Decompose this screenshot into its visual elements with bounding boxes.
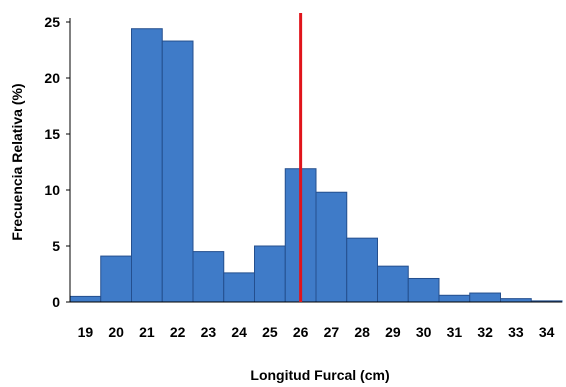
x-tick-label: 28 <box>354 324 370 340</box>
x-tick-label: 32 <box>477 324 493 340</box>
bar-25 <box>254 245 286 303</box>
y-tick-label: 15 <box>44 126 60 142</box>
y-tick-label: 20 <box>44 70 60 86</box>
bar-19 <box>69 295 102 303</box>
x-tick-label: 29 <box>385 324 401 340</box>
bar-28 <box>346 237 378 303</box>
y-ticks-group: 0 5 10 15 20 25 <box>44 14 70 310</box>
y-tick-label: 10 <box>44 182 60 198</box>
bar-33 <box>500 298 532 303</box>
bar-24 <box>223 272 255 303</box>
x-tick-label: 26 <box>293 324 309 340</box>
x-tick-label: 34 <box>539 324 555 340</box>
y-tick-label: 5 <box>52 238 60 254</box>
y-tick-label: 0 <box>52 294 60 310</box>
x-tick-label: 21 <box>139 324 155 340</box>
bar-23 <box>192 251 225 303</box>
x-tick-label: 30 <box>416 324 432 340</box>
x-tick-label: 25 <box>262 324 278 340</box>
x-tick-label: 19 <box>78 324 94 340</box>
x-tick-label: 27 <box>324 324 340 340</box>
x-axis-title: Longitud Furcal (cm) <box>250 367 389 383</box>
x-tick-label: 24 <box>231 324 247 340</box>
x-tick-label: 33 <box>508 324 524 340</box>
y-axis-title: Frecuencia Relativa (%) <box>9 83 25 240</box>
y-tick-label: 25 <box>44 14 60 30</box>
x-ticks-group: 19 20 21 22 23 24 25 26 27 28 29 30 31 32 33 34 <box>78 324 555 340</box>
bar-31 <box>438 294 471 303</box>
bar-20 <box>100 255 132 303</box>
x-tick-label: 31 <box>447 324 463 340</box>
bars-group <box>69 28 563 303</box>
bar-27 <box>315 191 348 303</box>
x-tick-label: 20 <box>108 324 124 340</box>
bar-32 <box>469 292 501 303</box>
bar-21 <box>131 28 163 303</box>
bar-30 <box>407 277 440 303</box>
x-tick-label: 23 <box>201 324 217 340</box>
x-tick-label: 22 <box>170 324 186 340</box>
bar-29 <box>377 265 409 303</box>
bar-22 <box>161 40 194 303</box>
